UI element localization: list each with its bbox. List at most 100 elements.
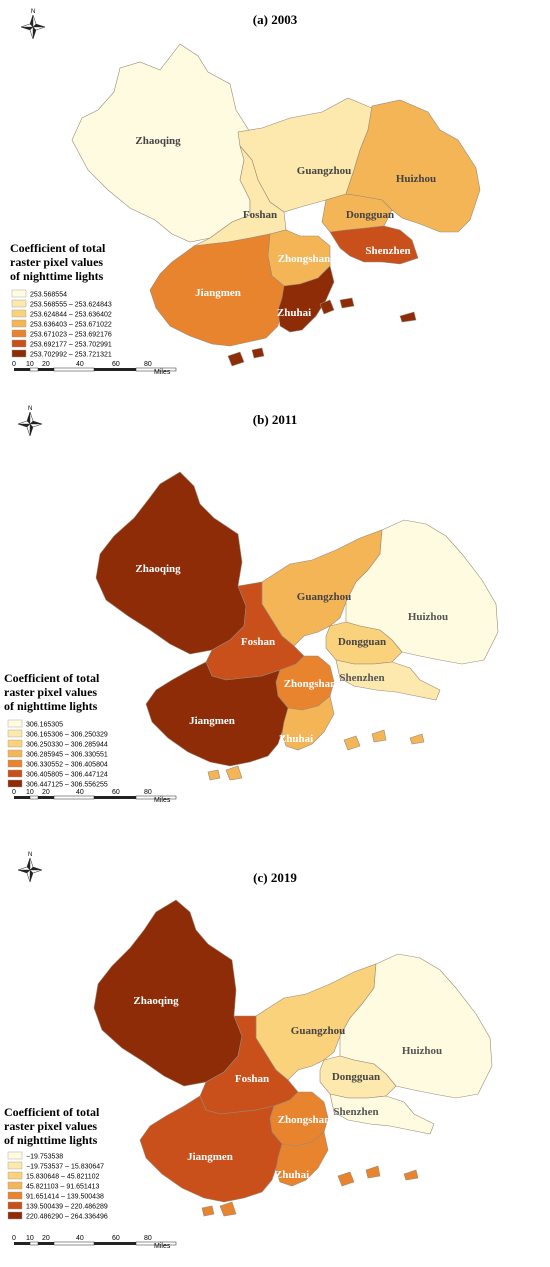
legend-items: 253.568554 253.568555 – 253.624843 253.624…	[11, 289, 112, 359]
legend-label: 253.624844 – 253.636402	[30, 312, 112, 319]
scale-tick-60: 60	[112, 361, 120, 368]
city-label-guangzhou: Guangzhou	[297, 165, 351, 177]
city-label-shenzhen: Shenzhen	[333, 1106, 378, 1118]
scale-tick-80: 80	[144, 789, 152, 796]
scale-tick-40: 40	[76, 361, 84, 368]
city-label-foshan: Foshan	[243, 209, 277, 221]
city-label-zhaoqing: Zhaoqing	[135, 135, 181, 147]
scale-tick-0: 0	[12, 789, 16, 796]
scale-bar: 0 10 20 40 60 80 Miles	[12, 1235, 177, 1250]
legend-label: 253.671023 – 253.692176	[30, 332, 112, 339]
city-label-dongguan: Dongguan	[332, 1071, 380, 1083]
region-zhuhai	[275, 1131, 329, 1187]
scale-tick-80: 80	[144, 1235, 152, 1242]
legend-title-line3: of nighttime lights	[4, 1133, 98, 1147]
legend-swatch	[7, 1161, 23, 1170]
legend-title-line1: Coefficient of total	[4, 671, 100, 685]
legend-swatch	[11, 289, 27, 298]
region-huizhou	[339, 953, 493, 1099]
city-label-jiangmen: Jiangmen	[195, 287, 241, 299]
legend-swatch	[7, 1201, 23, 1210]
scale-tick-20: 20	[42, 1235, 50, 1242]
legend: Coefficient of total raster pixel values…	[10, 241, 112, 359]
legend-label: 253.568554	[30, 292, 67, 299]
city-label-shenzhen: Shenzhen	[339, 672, 384, 684]
legend-swatch	[7, 1211, 23, 1220]
city-label-zhuhai: Zhuhai	[275, 1169, 309, 1181]
region-zhaoqing	[71, 43, 251, 243]
legend-swatch	[7, 779, 23, 788]
legend-title-line2: raster pixel values	[10, 255, 103, 269]
legend-title-line1: Coefficient of total	[4, 1105, 100, 1119]
legend-swatch	[7, 1181, 23, 1190]
panel-title: (c) 2019	[253, 870, 297, 885]
city-label-dongguan: Dongguan	[346, 209, 394, 221]
city-label-zhongshan: Zhongshan	[278, 1114, 331, 1126]
scale-tick-80: 80	[144, 361, 152, 368]
legend-label: 253.568555 – 253.624843	[30, 302, 112, 309]
scale-unit: Miles	[154, 797, 171, 804]
legend-label: 306.447125 – 306.556255	[26, 782, 108, 789]
legend-label: 253.636403 – 253.671022	[30, 322, 112, 329]
region-huizhou	[345, 519, 499, 665]
legend-label: 306.405805 – 306.447124	[26, 772, 108, 779]
region-shenzhen	[329, 1093, 435, 1135]
legend-label: 139.500439 – 220.486289	[26, 1204, 108, 1211]
scale-bar: 0 10 20 40 60 80 Miles	[12, 361, 177, 376]
city-label-zhongshan: Zhongshan	[284, 678, 337, 690]
north-arrow: N	[17, 852, 43, 883]
scale-tick-40: 40	[76, 789, 84, 796]
city-labels: Zhaoqing Guangzhou Huizhou Foshan Donggu…	[135, 135, 436, 319]
north-label: N	[28, 852, 32, 858]
region-zhaoqing	[95, 471, 247, 655]
legend-swatch	[7, 739, 23, 748]
islands	[227, 297, 417, 367]
city-label-foshan: Foshan	[241, 636, 275, 648]
city-label-guangzhou: Guangzhou	[291, 1025, 345, 1037]
legend-title-line2: raster pixel values	[4, 685, 97, 699]
north-label: N	[31, 9, 35, 15]
region-zhaoqing	[93, 899, 243, 1087]
legend-items: −19.753538 −19.753537 – 15.830647 15.83064…	[7, 1151, 108, 1221]
scale-bar: 0 10 20 40 60 80 Miles	[12, 789, 177, 804]
legend-swatch	[11, 319, 27, 328]
legend-label: 15.830648 – 45.821102	[26, 1174, 100, 1181]
legend-label: −19.753537 – 15.830647	[26, 1164, 104, 1171]
scale-tick-10: 10	[26, 361, 34, 368]
legend-label: 45.821103 – 91.651413	[26, 1184, 100, 1191]
legend-items: 306.165305 306.165306 – 306.250329 306.250…	[7, 719, 108, 789]
city-label-jiangmen: Jiangmen	[189, 715, 235, 727]
legend-label: 306.165305	[26, 722, 63, 729]
legend-label: −19.753538	[26, 1154, 63, 1161]
region-shenzhen	[335, 659, 441, 701]
legend-title-line3: of nighttime lights	[10, 269, 104, 283]
legend-label: 306.285945 – 306.330551	[26, 752, 108, 759]
islands	[207, 729, 425, 781]
map-panel-2003: N (a) 2003 Zhaoqing Guangzhou Huizhou Fo…	[10, 9, 481, 376]
north-arrow: N	[17, 406, 43, 437]
scale-tick-0: 0	[12, 361, 16, 368]
islands	[201, 1165, 419, 1217]
scale-tick-10: 10	[26, 1235, 34, 1242]
city-label-foshan: Foshan	[235, 1073, 269, 1085]
region-shenzhen	[329, 225, 419, 265]
region-jiangmen	[139, 1095, 283, 1203]
scale-tick-40: 40	[76, 1235, 84, 1242]
legend-title-line1: Coefficient of total	[10, 241, 106, 255]
legend-swatch	[11, 349, 27, 358]
city-label-dongguan: Dongguan	[338, 636, 386, 648]
legend-swatch	[11, 329, 27, 338]
legend: Coefficient of total raster pixel values…	[4, 1105, 108, 1221]
city-label-huizhou: Huizhou	[408, 611, 448, 623]
scale-tick-20: 20	[42, 789, 50, 796]
scale-tick-60: 60	[112, 789, 120, 796]
scale-tick-10: 10	[26, 789, 34, 796]
legend-swatch	[11, 309, 27, 318]
map-regions	[71, 43, 481, 367]
legend-title-line3: of nighttime lights	[4, 699, 98, 713]
legend-swatch	[11, 339, 27, 348]
city-label-shenzhen: Shenzhen	[365, 245, 410, 257]
city-label-zhuhai: Zhuhai	[279, 733, 313, 745]
north-label: N	[28, 406, 32, 412]
city-label-guangzhou: Guangzhou	[297, 591, 351, 603]
